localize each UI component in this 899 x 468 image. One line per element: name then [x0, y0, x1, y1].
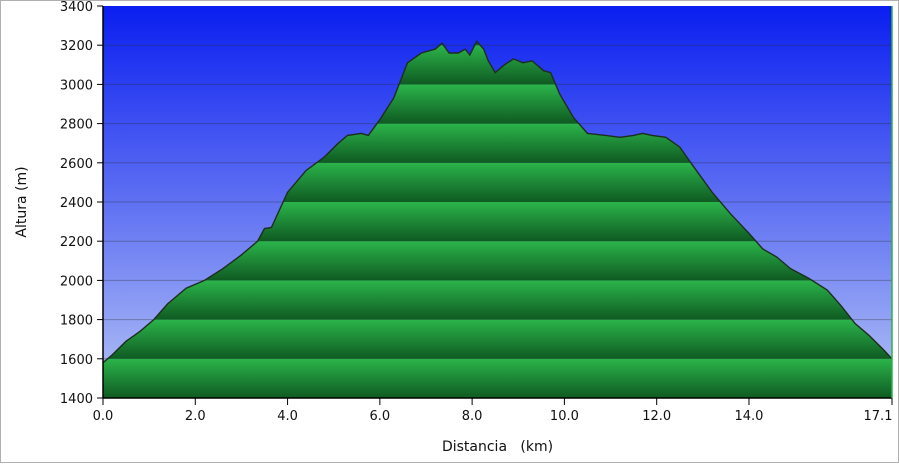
- x-tick-label: 4.0: [277, 409, 298, 424]
- y-tick-label: 1600: [60, 353, 93, 368]
- y-tick-label: 3200: [60, 39, 93, 54]
- x-tick-label: 0.0: [93, 409, 114, 424]
- y-tick-label: 3000: [60, 78, 93, 93]
- y-tick-label: 2800: [60, 118, 93, 133]
- area-band: [103, 358, 892, 398]
- x-tick-label: 10.0: [550, 409, 579, 424]
- y-tick-label: 1800: [60, 314, 93, 329]
- area-band: [103, 319, 892, 359]
- y-tick-label: 1400: [60, 392, 93, 407]
- y-tick-labels: 1400 1600 1800 2000 2200 2400 2600 2800 3000 3200…: [60, 0, 93, 407]
- area-band: [103, 280, 892, 320]
- x-tick-labels: 0.0 2.0 4.0 6.0 8.0 10.0 12.0 14.0 17.1: [93, 409, 893, 424]
- y-tick-label: 2200: [60, 235, 93, 250]
- x-tick-label: 12.0: [642, 409, 671, 424]
- y-tick-label: 2000: [60, 274, 93, 289]
- x-tick-label: 2.0: [185, 409, 206, 424]
- y-tick-label: 3400: [60, 0, 93, 15]
- x-axis-title: Distancia (km): [442, 439, 553, 455]
- y-axis-title: Altura (m): [14, 166, 30, 237]
- x-tick-label: 6.0: [369, 409, 390, 424]
- x-tick-label: 8.0: [462, 409, 483, 424]
- y-tick-label: 2600: [60, 157, 93, 172]
- axes: [97, 5, 893, 405]
- x-tick-label: 17.1: [864, 409, 893, 424]
- x-tick-label: 14.0: [734, 409, 763, 424]
- y-tick-label: 2400: [60, 196, 93, 211]
- elevation-line: [102, 40, 893, 364]
